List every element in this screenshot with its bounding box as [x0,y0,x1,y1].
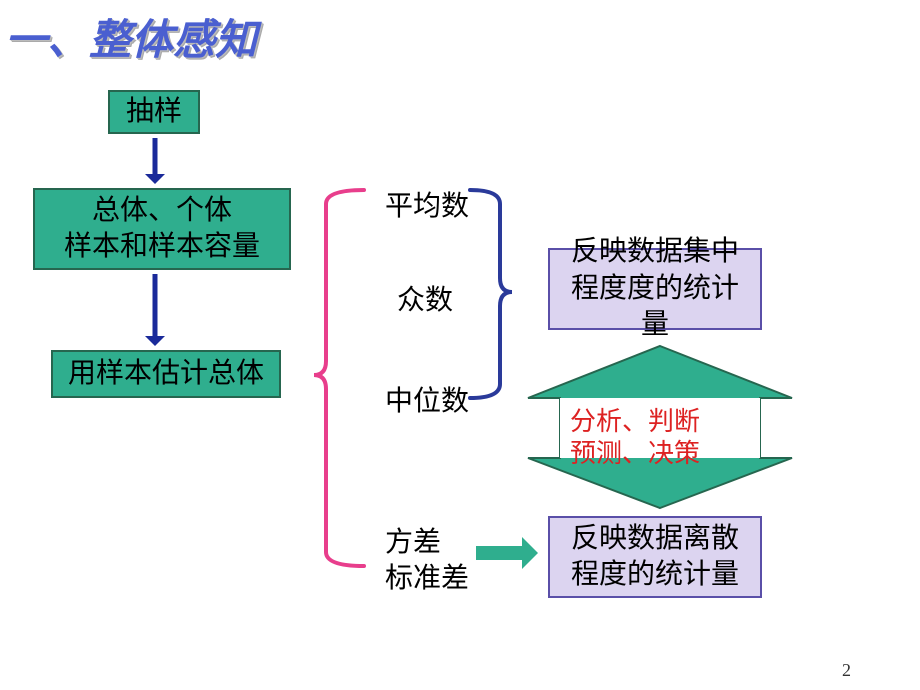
node-dispersion: 反映数据离散 程度的统计量 [548,516,762,598]
label-mean: 平均数 [385,184,469,224]
node-central-tendency-label: 反映数据集中 程度度的统计量 [560,234,750,343]
node-population: 总体、个体 样本和样本容量 [33,188,291,270]
label-median: 中位数 [385,379,469,419]
node-estimate: 用样本估计总体 [51,350,281,398]
slide-title: 一、整体感知 [5,6,257,67]
node-central-tendency: 反映数据集中 程度度的统计量 [548,248,762,330]
node-population-label: 总体、个体 样本和样本容量 [64,193,260,266]
page-number: 2 [842,660,851,681]
node-estimate-label: 用样本估计总体 [68,356,264,392]
node-sampling-label: 抽样 [126,94,182,130]
node-sampling: 抽样 [108,90,200,134]
label-mode: 众数 [397,278,453,318]
label-predict: 预测、决策 [570,433,700,470]
node-dispersion-label: 反映数据离散 程度的统计量 [571,521,739,594]
label-variance: 方差 [385,520,441,560]
label-stddev: 标准差 [385,556,469,596]
